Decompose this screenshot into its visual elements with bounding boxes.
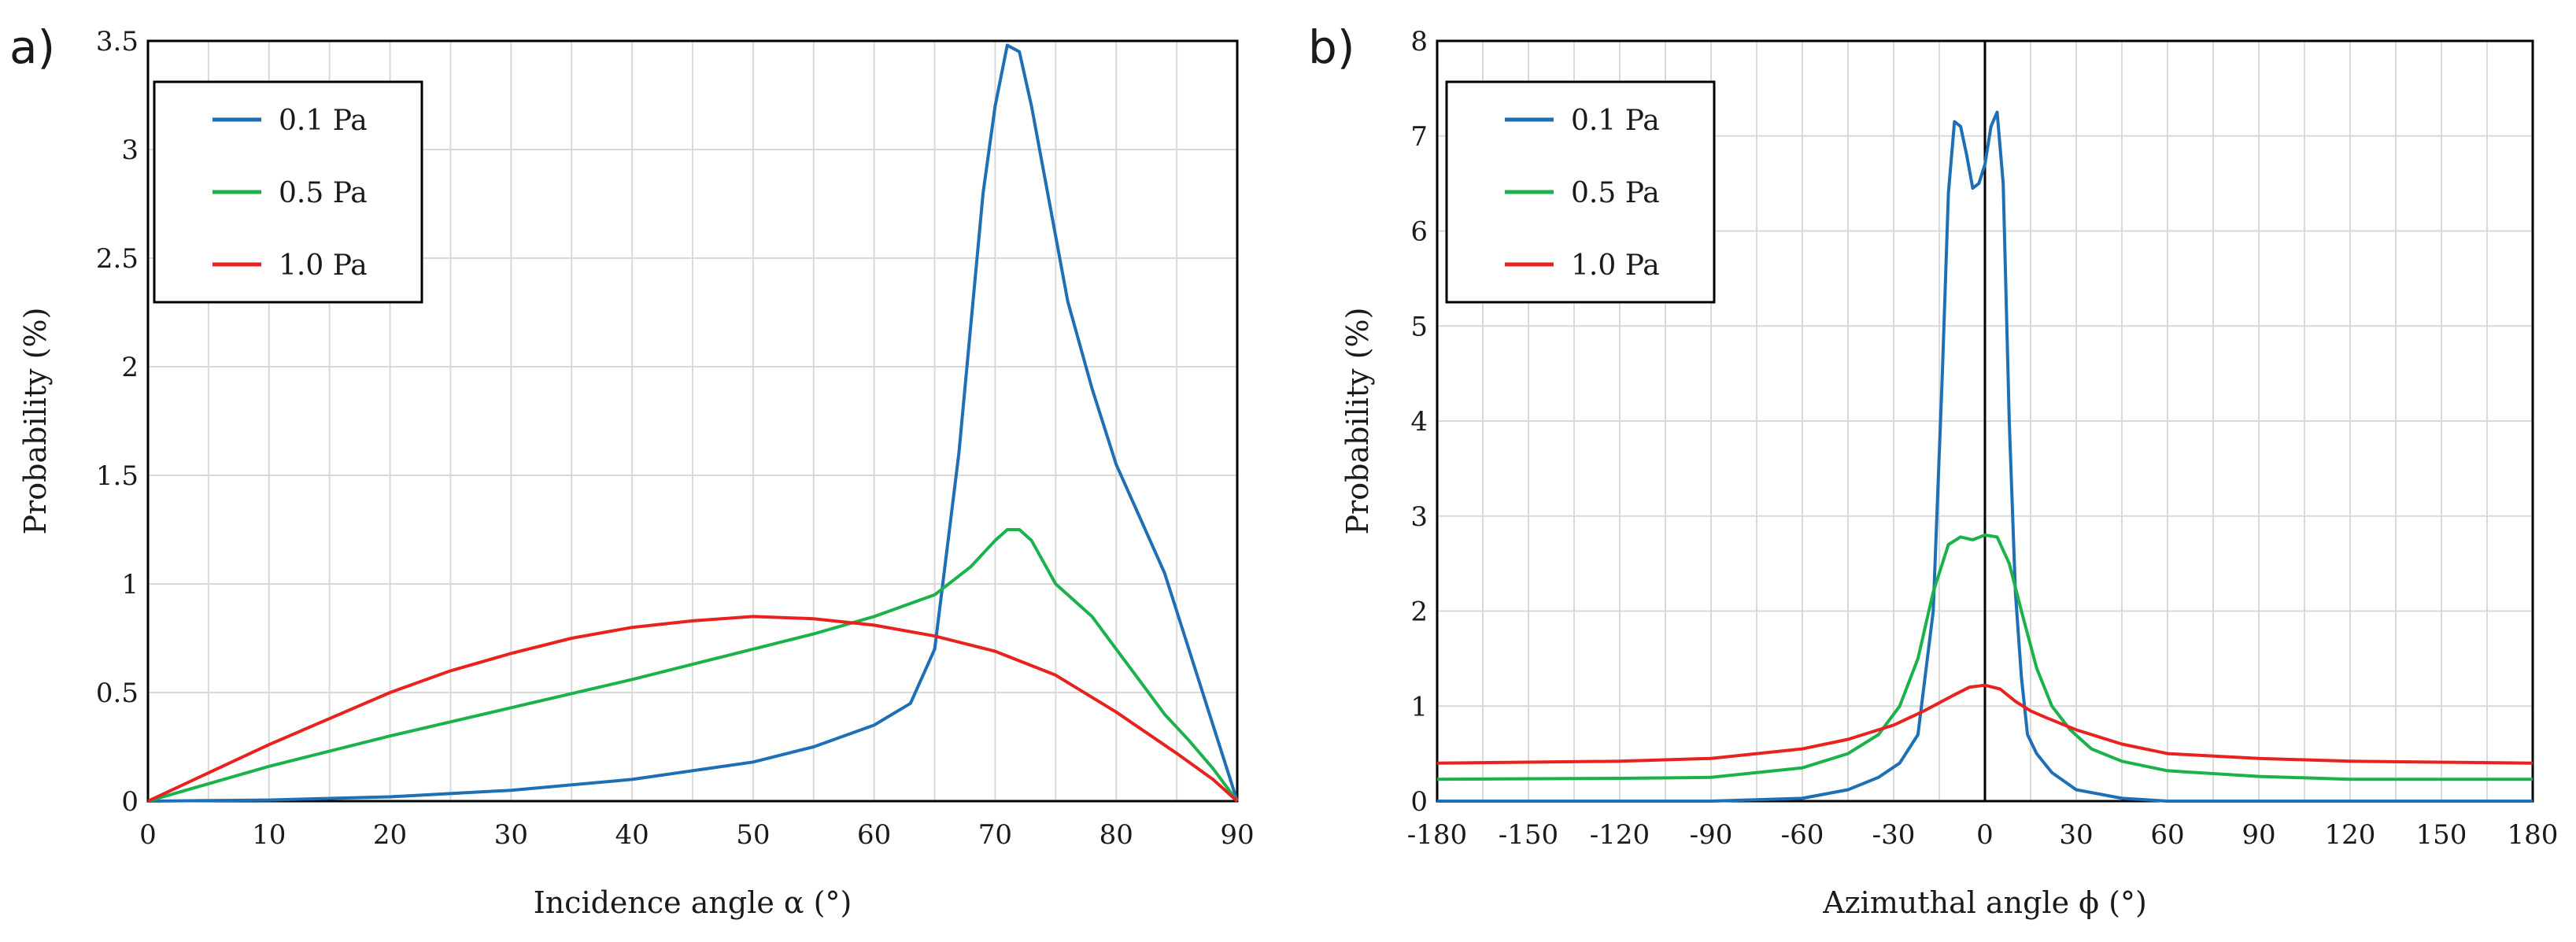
a-panel-label: a) — [9, 20, 55, 74]
b-series-line-05pa — [1436, 533, 2533, 781]
b-x-tick-label: 60 — [2150, 819, 2184, 851]
b-x-tick-label: 180 — [2508, 819, 2559, 851]
b-x-tick-label: -90 — [1690, 819, 1733, 851]
panel-b-azimuthal-angle-chart: -180 -150 -120 -90 -60 -30 0 30 60 90 120 150 180 0 1 2… — [1308, 20, 2558, 920]
a-x-tick-label: 60 — [857, 819, 891, 851]
a-y-tick-label: 1.5 — [96, 460, 139, 492]
panel-a-incidence-angle-chart: 0 10 20 30 40 50 60 70 80 90 0 0.5 1 1.5 2 2.5 3 3.5 Incid… — [9, 20, 1255, 920]
a-y-tick-label: 3.5 — [96, 26, 139, 57]
b-x-tick-label: 30 — [2059, 819, 2093, 851]
b-y-tick-label: 1 — [1410, 691, 1428, 722]
a-series-line-01pa — [147, 43, 1239, 803]
b-y-tick-label: 4 — [1410, 406, 1428, 438]
a-x-tick-label: 50 — [736, 819, 770, 851]
a-x-tick-label: 20 — [373, 819, 407, 851]
b-x-axis-title: Azimuthal angle ϕ (°) — [1822, 885, 2147, 920]
a-x-tick-label: 90 — [1220, 819, 1254, 851]
a-x-axis-title: Incidence angle α (°) — [534, 885, 852, 920]
b-y-tick-label: 2 — [1410, 597, 1428, 628]
b-x-tick-label: -30 — [1872, 819, 1916, 851]
a-y-tick-label: 0.5 — [96, 678, 139, 709]
b-y-tick-label: 6 — [1410, 216, 1428, 248]
b-x-tick-label: -120 — [1590, 819, 1650, 851]
b-y-tick-label: 3 — [1410, 501, 1428, 533]
a-y-tick-label: 3 — [121, 135, 139, 166]
a-y-tick-label: 2.5 — [96, 243, 139, 275]
a-y-axis-title: Probability (%) — [18, 308, 53, 535]
a-legend-box — [153, 80, 423, 304]
b-legend-box — [1445, 80, 1716, 304]
a-x-tick-label: 80 — [1100, 819, 1133, 851]
a-x-tick-label: 30 — [494, 819, 528, 851]
a-x-tick-label: 10 — [252, 819, 286, 851]
a-y-tick-label: 0 — [121, 786, 139, 818]
b-legend-label: 0.5 Pa — [1571, 177, 1660, 209]
b-series-line-10pa — [1436, 683, 2533, 765]
b-legend-label: 1.0 Pa — [1571, 249, 1660, 282]
b-y-tick-label: 5 — [1410, 311, 1428, 342]
a-plot-frame — [146, 39, 1239, 803]
b-x-tick-label: -60 — [1781, 819, 1824, 851]
a-y-tick-label: 2 — [121, 352, 139, 383]
b-y-tick-label: 8 — [1410, 26, 1428, 57]
b-x-tick-label: 90 — [2242, 819, 2275, 851]
a-series-line-10pa — [147, 615, 1239, 803]
a-legend-label: 1.0 Pa — [279, 249, 368, 282]
b-x-tick-label: -150 — [1499, 819, 1558, 851]
a-x-tick-label: 70 — [978, 819, 1012, 851]
a-x-tick-label: 40 — [615, 819, 649, 851]
b-y-axis-title: Probability (%) — [1340, 308, 1375, 535]
a-x-tick-label: 0 — [139, 819, 157, 851]
b-plot-frame — [1436, 39, 2534, 803]
b-x-tick-label: 0 — [1976, 819, 1994, 851]
a-y-tick-label: 1 — [121, 569, 139, 600]
a-legend-label: 0.1 Pa — [279, 105, 368, 137]
b-x-tick-label: 120 — [2325, 819, 2376, 851]
b-panel-label: b) — [1308, 20, 1355, 74]
b-x-tick-label: -180 — [1407, 819, 1467, 851]
b-y-tick-label: 0 — [1410, 786, 1428, 818]
b-y-tick-label: 7 — [1410, 121, 1428, 153]
b-series-line-01pa — [1437, 110, 2533, 803]
b-x-tick-label: 150 — [2416, 819, 2467, 851]
b-legend-label: 0.1 Pa — [1571, 105, 1660, 137]
a-legend-label: 0.5 Pa — [279, 177, 368, 209]
a-series-line-05pa — [147, 528, 1239, 803]
